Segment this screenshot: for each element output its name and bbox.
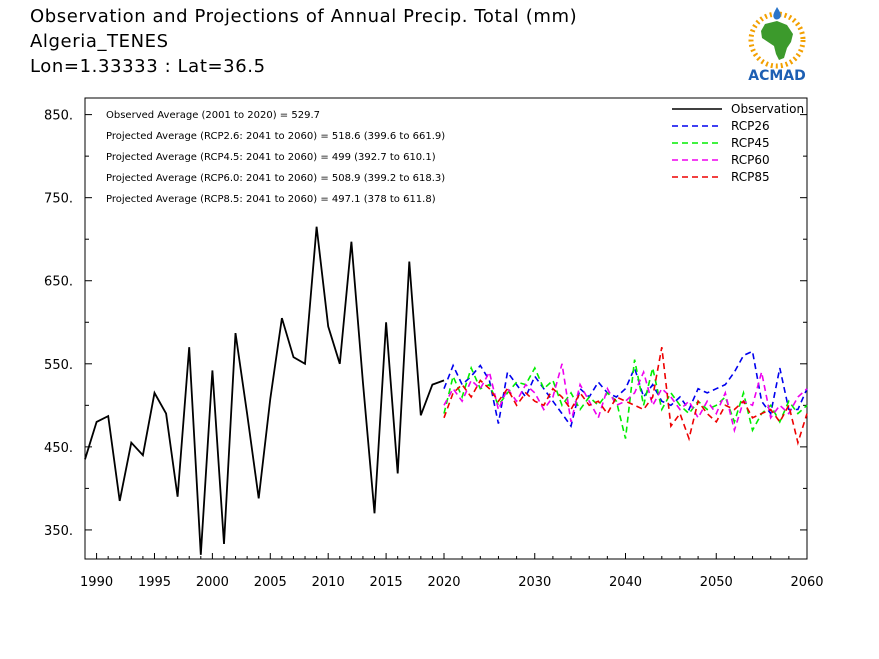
series-observation <box>84 226 445 555</box>
coordinates-label: Lon=1.33333 : Lat=36.5 <box>30 56 266 77</box>
x-tick-label: 2060 <box>790 575 823 590</box>
x-axis: 1990 1995 2000 2005 2010 2015 2020 2030 2040 2050… <box>80 553 824 590</box>
series-rcp26 <box>443 350 808 428</box>
chart-subtitle: Algeria_TENES <box>30 31 169 52</box>
x-tick-label: 2030 <box>518 575 551 590</box>
y-tick-label: 350. <box>44 524 73 539</box>
legend-label: RCP60 <box>731 153 770 167</box>
y-tick-label: 550. <box>44 358 73 373</box>
chart-title: Observation and Projections of Annual Pr… <box>30 6 578 27</box>
series-layer <box>84 226 808 555</box>
legend-label: RCP45 <box>731 136 770 150</box>
africa-map-icon <box>761 21 793 60</box>
y-tick-label: 650. <box>44 275 73 290</box>
stat-line: Projected Average (RCP6.0: 2041 to 2060)… <box>106 173 445 184</box>
x-tick-label: 2010 <box>312 575 345 590</box>
stat-line: Projected Average (RCP4.5: 2041 to 2060)… <box>106 152 436 163</box>
acmad-logo: ACMAD <box>748 7 806 84</box>
stat-line: Projected Average (RCP2.6: 2041 to 2060)… <box>106 131 445 142</box>
logo-text: ACMAD <box>748 68 806 84</box>
x-tick-label: 2005 <box>254 575 287 590</box>
x-tick-label: 2050 <box>700 575 733 590</box>
x-tick-label: 1990 <box>80 575 113 590</box>
x-tick-label: 2000 <box>196 575 229 590</box>
plot-frame <box>84 97 808 560</box>
y-tick-label: 750. <box>44 192 73 207</box>
stat-line: Observed Average (2001 to 2020) = 529.7 <box>106 110 320 121</box>
y-tick-label: 450. <box>44 441 73 456</box>
x-tick-label: 2040 <box>609 575 642 590</box>
series-rcp85 <box>443 347 808 446</box>
plot-border <box>84 97 808 560</box>
legend-label: RCP26 <box>731 119 770 133</box>
raindrop-icon <box>773 7 781 20</box>
x-tick-label: 1995 <box>138 575 171 590</box>
legend: Observation RCP26 RCP45 RCP60 RCP85 <box>672 102 804 184</box>
stat-line: Projected Average (RCP8.5: 2041 to 2060)… <box>106 194 436 205</box>
stats-annotations: Observed Average (2001 to 2020) = 529.7 P… <box>106 110 445 205</box>
x-tick-label: 2020 <box>427 575 460 590</box>
series-rcp60 <box>443 363 808 434</box>
legend-label: RCP85 <box>731 170 770 184</box>
legend-label: Observation <box>731 102 804 116</box>
series-rcp45 <box>443 359 808 439</box>
x-tick-label: 2015 <box>370 575 403 590</box>
y-tick-label: 850. <box>44 109 73 124</box>
y-axis: 350. 450. 550. 650. 750. 850. <box>44 109 807 539</box>
